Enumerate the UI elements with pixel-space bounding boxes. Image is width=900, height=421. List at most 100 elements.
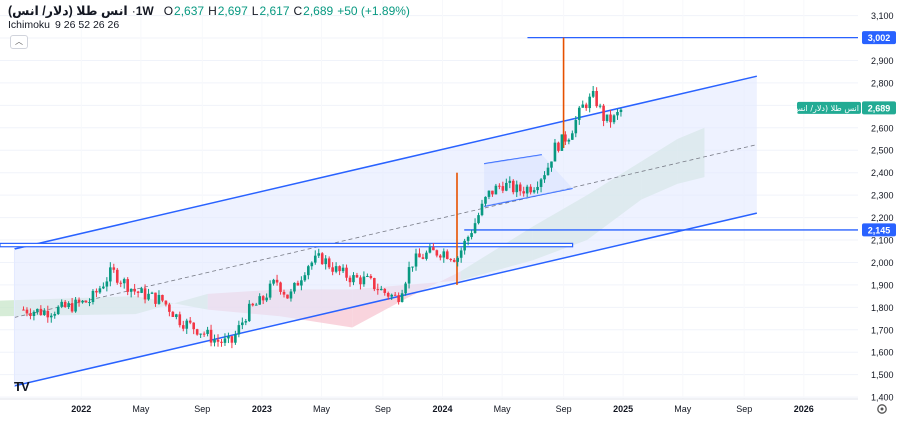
price-tick-label: 1,500: [871, 370, 894, 380]
candle-body: [143, 288, 147, 300]
candle-body: [43, 310, 46, 315]
candle-body: [126, 279, 129, 292]
candle-body: [609, 114, 612, 123]
candle-body: [109, 267, 112, 282]
candle-body: [188, 320, 192, 323]
price-tick-label: 1,600: [871, 348, 894, 358]
candle-body: [150, 292, 154, 294]
time-tick-label: Sep: [194, 404, 210, 414]
candle-body: [379, 288, 383, 291]
candle-body: [300, 280, 303, 286]
candle-body: [261, 296, 265, 301]
candle-body: [494, 185, 498, 195]
candle-body: [91, 290, 95, 303]
candle-body: [112, 267, 116, 270]
indicator-params: 9 26 52 26 26: [55, 19, 120, 31]
candle-body: [383, 288, 387, 293]
candle-body: [338, 266, 341, 272]
candle-body: [373, 278, 376, 290]
ohlc-value-open: 2,637: [174, 3, 205, 18]
candle-body: [518, 184, 522, 192]
candle-body: [331, 267, 334, 272]
time-tick-label: Sep: [556, 404, 572, 414]
candle-body: [192, 322, 195, 330]
label-bg: [862, 223, 896, 237]
candle-body: [258, 296, 261, 305]
candle-body: [303, 275, 307, 281]
candle-body: [324, 258, 327, 265]
candle-body: [164, 300, 168, 305]
badge-bg: [797, 101, 861, 114]
ohlc-key-open: O: [163, 3, 174, 18]
timeframe[interactable]: 1W: [135, 3, 154, 18]
channel-median-line: [14, 144, 757, 318]
drawings: [0, 36, 858, 387]
candle-body: [598, 105, 602, 107]
candle-body: [557, 142, 560, 151]
symbol-name[interactable]: انس طلا (دلار/ انس): [8, 4, 128, 18]
candle-body: [293, 282, 296, 292]
candle-body: [199, 333, 202, 335]
candle-body: [581, 104, 585, 108]
candle-body: [400, 293, 404, 302]
candle-body: [22, 309, 25, 311]
candle-body: [140, 288, 143, 293]
candle-body: [171, 311, 175, 317]
price-tick-label: 2,800: [871, 78, 894, 88]
price-tick-label: 1,800: [871, 303, 894, 313]
candle-body: [393, 294, 397, 296]
ohlc-key-close: C: [293, 3, 303, 18]
candle-body: [550, 161, 553, 168]
candle-body: [525, 186, 529, 194]
candle-body: [452, 259, 456, 262]
ohlc-value-low: 2,617: [259, 3, 290, 18]
chevron-up-icon: ︿: [15, 37, 23, 46]
time-tick-label: 2023: [252, 404, 272, 414]
price-tick-label: 2,900: [871, 56, 894, 66]
candle-body: [279, 282, 282, 292]
time-tick-label: May: [132, 404, 150, 414]
candle-body: [459, 250, 463, 258]
price-tick-label: 2,600: [871, 123, 894, 133]
candle-body: [230, 336, 234, 343]
candle-body: [181, 325, 185, 329]
collapse-legend-button[interactable]: ︿: [10, 35, 28, 49]
candle-body: [428, 247, 432, 253]
badge-text: انس طلا (دلار/ انس): [790, 104, 859, 113]
price-axis: 1,400 1,500 1,600 1,700 1,800 1,900 2,000 2,100…: [790, 11, 896, 403]
indicator-legend[interactable]: Ichimoku 9 26 52 26 26: [8, 19, 119, 31]
candle-body: [296, 282, 300, 286]
candle-body: [313, 255, 317, 263]
candle-body: [605, 114, 609, 121]
candle-body: [49, 315, 53, 318]
candle-body: [244, 321, 248, 323]
candle-body: [81, 300, 84, 303]
candle-body: [36, 308, 39, 312]
candle-body: [119, 282, 123, 284]
candle-body: [275, 279, 279, 283]
symbol-price-badge: انس طلا (دلار/ انس): [790, 101, 861, 114]
candle-body: [407, 267, 411, 284]
price-tick-label: 1,700: [871, 325, 894, 335]
candle-body: [202, 333, 206, 335]
dot-separator: ·: [131, 3, 136, 18]
tradingview-logo[interactable]: TV: [14, 379, 30, 394]
candle-body: [223, 338, 227, 343]
price-tick-label: 2,400: [871, 168, 894, 178]
candle-body: [241, 322, 244, 326]
candle-body: [67, 303, 70, 308]
time-tick-label: 2026: [794, 404, 814, 414]
candle-body: [588, 96, 591, 109]
candle-body: [532, 190, 536, 193]
candle-body: [98, 288, 102, 293]
ohlc-value-high: 2,697: [217, 3, 248, 18]
price-tick-label: 2,300: [871, 191, 894, 201]
candle-body: [484, 196, 487, 204]
indicator-name[interactable]: Ichimoku: [8, 19, 51, 31]
gear-icon[interactable]: [876, 403, 888, 415]
time-tick-label: 2025: [613, 404, 633, 414]
support-rectangle: [0, 242, 574, 248]
candle-body: [442, 251, 446, 258]
candle-body: [307, 266, 310, 276]
